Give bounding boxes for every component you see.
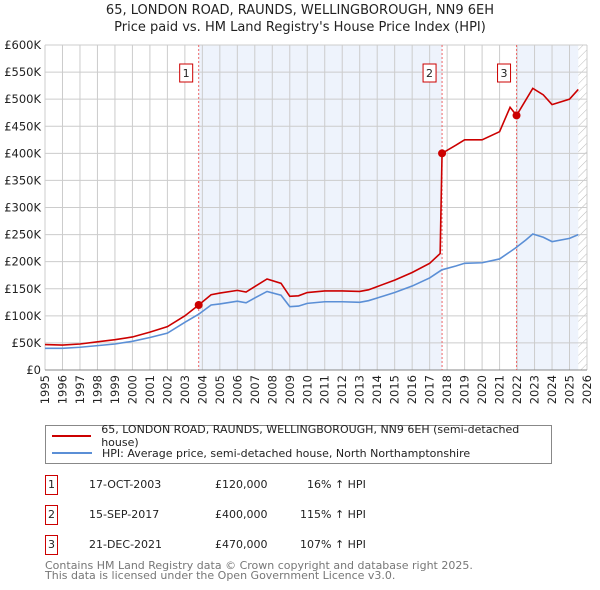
x-tick-label: 2000 [125, 375, 139, 404]
x-tick-label: 2017 [423, 375, 437, 404]
x-tick-label: 2025 [563, 375, 577, 404]
x-tick-label: 1999 [108, 375, 122, 404]
x-tick-label: 2024 [545, 375, 559, 404]
y-tick-label: £150K [4, 282, 41, 296]
x-tick-label: 2003 [178, 375, 192, 404]
sale-label-box [179, 63, 194, 83]
y-tick-label: £50K [12, 336, 42, 350]
x-tick-label: 2002 [160, 375, 174, 404]
sale-label-box [422, 63, 437, 83]
chart-subtitle: Price paid vs. HM Land Registry's House … [114, 20, 486, 35]
x-tick-label: 2001 [143, 375, 157, 404]
y-tick-label: £500K [4, 92, 41, 106]
plot-area: 1995 1996 1997 1998 1999 2000 2001 2002 2003 2004… [4, 38, 594, 404]
x-tick-label: 2015 [388, 375, 402, 404]
x-tick-label: 1996 [55, 375, 69, 404]
x-tick-label: 2009 [283, 375, 297, 404]
sale-price: £120,000 [215, 478, 268, 491]
x-tick-label: 2008 [265, 375, 279, 404]
y-tick-label: £450K [4, 119, 41, 133]
y-tick-label: £0 [26, 363, 41, 377]
x-tick-label: 2006 [230, 375, 244, 404]
sale-hpi-change: 16% ↑ HPI [307, 478, 366, 491]
sale-label: 1 [183, 67, 190, 80]
x-tick-label: 2022 [510, 375, 524, 404]
legend-label-property: 65, LONDON ROAD, RAUNDS, WELLINGBOROUGH,… [101, 423, 520, 449]
chart-title: 65, LONDON ROAD, RAUNDS, WELLINGBOROUGH,… [105, 3, 495, 18]
sale-label: 2 [426, 67, 433, 80]
footer: Contains HM Land Registry data © Crown c… [45, 559, 473, 582]
price-line [44, 87, 579, 346]
sale-label-box [497, 63, 512, 83]
sale-marker-box: 1 [45, 475, 58, 495]
x-tick-label: 2013 [353, 375, 367, 404]
x-tick-label: 1995 [38, 375, 52, 404]
sale-hpi-change: 107% ↑ HPI [300, 538, 366, 551]
y-tick-label: £400K [4, 146, 41, 160]
x-tick-label: 2011 [318, 375, 332, 404]
y-tick-label: £250K [4, 228, 41, 242]
x-tick-label: 2020 [475, 375, 489, 404]
sale-point [194, 301, 203, 309]
x-tick-label: 2014 [370, 375, 384, 404]
legend-label-hpi: HPI: Average price, semi-detached house,… [102, 446, 471, 460]
y-tick-label: £300K [4, 201, 41, 215]
sale-point [438, 149, 447, 158]
sale-date: 21-DEC-2021 [89, 538, 163, 551]
sale-row: 3 21-DEC-2021 £470,000 107% ↑ HPI [45, 535, 445, 555]
x-tick-label: 2012 [335, 375, 349, 404]
x-tick-label: 2018 [440, 375, 454, 404]
y-tick-label: £350K [4, 173, 41, 187]
legend-red-line [52, 435, 92, 437]
sale-price: £400,000 [215, 508, 268, 521]
x-tick-label: 2010 [300, 375, 314, 404]
x-tick-label: 2019 [458, 375, 472, 404]
footer-line2: This data is licensed under the Open Gov… [45, 569, 396, 582]
y-tick-label: £550K [4, 65, 41, 79]
sale-marker-box: 3 [45, 535, 58, 555]
sale-date: 17-OCT-2003 [89, 478, 162, 491]
x-tick-label: 1998 [90, 375, 104, 404]
legend-blue-line [52, 452, 92, 454]
y-tick-label: £200K [4, 255, 41, 269]
x-tick-label: 2007 [248, 375, 262, 404]
sale-point [512, 111, 521, 120]
x-tick-label: 2005 [213, 375, 227, 404]
legend: 65, LONDON ROAD, RAUNDS, WELLINGBOROUGH,… [45, 423, 552, 464]
sale-marker-box: 2 [45, 505, 58, 525]
footer-line1: Contains HM Land Registry data © Crown c… [45, 559, 473, 572]
x-tick-label: 2016 [405, 375, 419, 404]
sale-hpi-change: 115% ↑ HPI [300, 508, 366, 521]
sale-label: 3 [501, 67, 508, 80]
sale-date: 15-SEP-2017 [89, 508, 160, 521]
y-tick-label: £100K [4, 309, 41, 323]
hpi-line [45, 233, 579, 350]
sale-row: 1 17-OCT-2003 £120,000 16% ↑ HPI [45, 475, 445, 495]
sale-price: £470,000 [215, 538, 268, 551]
x-tick-label: 2004 [195, 375, 209, 404]
x-tick-label: 2021 [493, 375, 507, 404]
x-tick-label: 2023 [528, 375, 542, 404]
x-tick-label: 2026 [580, 375, 594, 404]
sale-row: 2 15-SEP-2017 £400,000 115% ↑ HPI [45, 505, 445, 525]
y-tick-label: £600K [4, 38, 41, 52]
x-tick-label: 1997 [73, 375, 87, 404]
